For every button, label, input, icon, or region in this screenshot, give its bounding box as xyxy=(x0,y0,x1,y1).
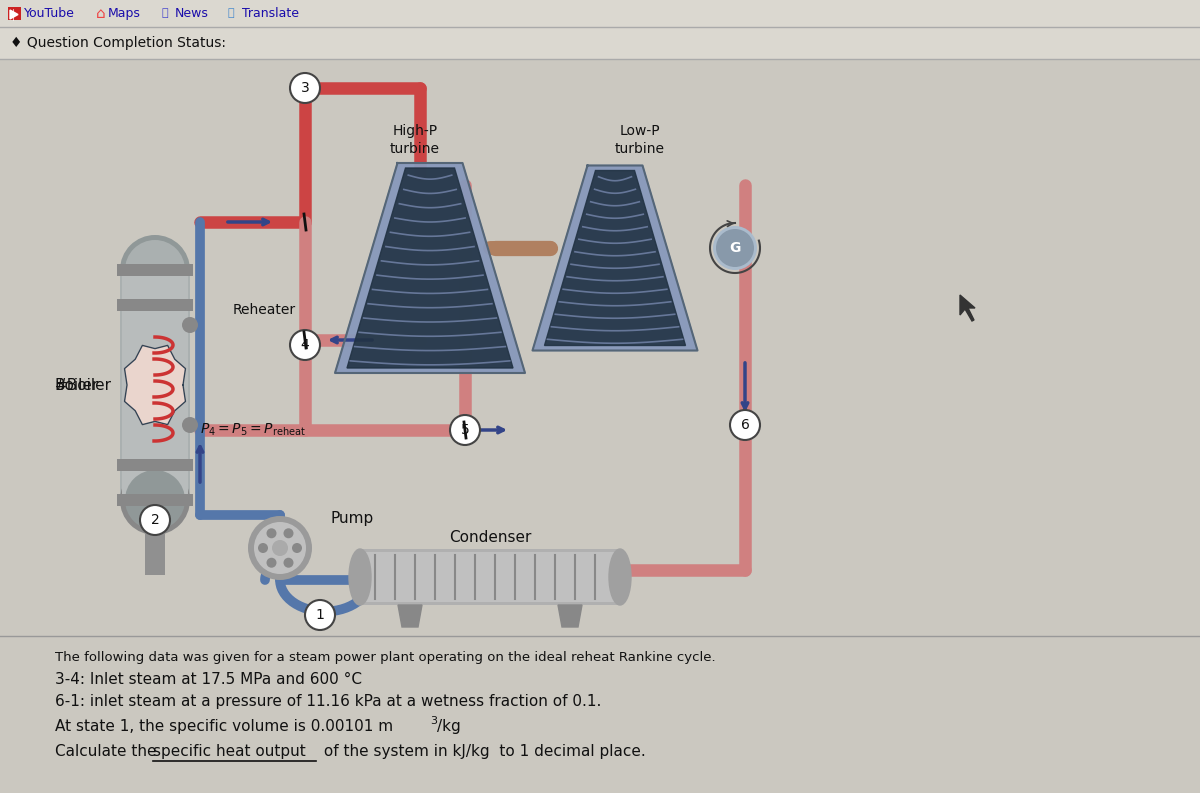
Text: 2: 2 xyxy=(151,513,160,527)
Circle shape xyxy=(730,410,760,440)
Bar xyxy=(118,459,193,471)
Polygon shape xyxy=(125,346,186,424)
Bar xyxy=(122,275,188,495)
Bar xyxy=(0,636,1200,793)
Circle shape xyxy=(120,465,190,535)
Text: Boiler: Boiler xyxy=(55,377,100,393)
Circle shape xyxy=(283,557,294,568)
Circle shape xyxy=(125,240,185,300)
Circle shape xyxy=(120,235,190,305)
Text: Translate: Translate xyxy=(242,7,299,20)
Circle shape xyxy=(266,528,276,538)
Text: ⌂: ⌂ xyxy=(96,6,106,21)
Circle shape xyxy=(450,415,480,445)
Text: of the system in kJ/kg  to 1 decimal place.: of the system in kJ/kg to 1 decimal plac… xyxy=(319,744,646,759)
Bar xyxy=(145,525,166,575)
Circle shape xyxy=(292,543,302,553)
Text: $P_4 = P_5 = P_{\mathrm{reheat}}$: $P_4 = P_5 = P_{\mathrm{reheat}}$ xyxy=(200,422,306,439)
Text: Pump: Pump xyxy=(330,511,373,526)
Circle shape xyxy=(272,540,288,556)
Text: 6-1: inlet steam at a pressure of 11.16 kPa at a wetness fraction of 0.1.: 6-1: inlet steam at a pressure of 11.16 … xyxy=(55,694,601,709)
Ellipse shape xyxy=(610,549,631,605)
Text: 6: 6 xyxy=(740,418,750,432)
Circle shape xyxy=(716,229,754,267)
Polygon shape xyxy=(558,605,582,627)
Text: At state 1, the specific volume is 0.00101 m: At state 1, the specific volume is 0.001… xyxy=(55,719,394,734)
Circle shape xyxy=(125,470,185,530)
Bar xyxy=(118,264,193,276)
Text: YouTube: YouTube xyxy=(24,7,74,20)
Circle shape xyxy=(248,516,312,580)
Text: G: G xyxy=(730,241,740,255)
Text: 📋: 📋 xyxy=(228,9,235,18)
Text: #Boiler: #Boiler xyxy=(55,377,112,393)
Bar xyxy=(0,0,1200,27)
Circle shape xyxy=(140,505,170,535)
Bar xyxy=(0,59,1200,634)
Ellipse shape xyxy=(349,549,371,605)
Text: Condenser: Condenser xyxy=(449,530,532,545)
Text: /kg: /kg xyxy=(437,719,461,734)
Polygon shape xyxy=(347,168,514,368)
Text: ♦ Question Completion Status:: ♦ Question Completion Status: xyxy=(10,36,226,50)
Bar xyxy=(120,270,190,500)
Text: High-P
turbine: High-P turbine xyxy=(390,124,440,156)
Text: specific heat output: specific heat output xyxy=(154,744,306,759)
Text: The following data was given for a steam power plant operating on the ideal rehe: The following data was given for a steam… xyxy=(55,651,715,664)
Circle shape xyxy=(266,557,276,568)
Circle shape xyxy=(283,528,294,538)
Bar xyxy=(8,7,22,20)
Text: Reheater: Reheater xyxy=(233,303,296,317)
Bar xyxy=(0,27,1200,59)
Text: 3-4: Inlet steam at 17.5 MPa and 600 °C: 3-4: Inlet steam at 17.5 MPa and 600 °C xyxy=(55,672,362,687)
Circle shape xyxy=(305,600,335,630)
Polygon shape xyxy=(10,10,18,19)
Polygon shape xyxy=(545,170,685,346)
Polygon shape xyxy=(398,605,422,627)
Bar xyxy=(362,552,618,602)
Circle shape xyxy=(290,330,320,360)
Polygon shape xyxy=(960,295,974,321)
Text: 3: 3 xyxy=(430,716,437,726)
Circle shape xyxy=(182,417,198,433)
Polygon shape xyxy=(533,166,697,351)
Circle shape xyxy=(713,226,757,270)
Text: Calculate the: Calculate the xyxy=(55,744,161,759)
Bar xyxy=(118,299,193,311)
Text: 4: 4 xyxy=(301,338,310,352)
Text: 5: 5 xyxy=(461,423,469,437)
Bar xyxy=(360,549,620,605)
Bar xyxy=(118,494,193,506)
Text: 📰: 📰 xyxy=(162,9,169,18)
Text: 3: 3 xyxy=(301,81,310,95)
Text: 1: 1 xyxy=(316,608,324,622)
Text: Low-P
turbine: Low-P turbine xyxy=(616,124,665,156)
Text: Maps: Maps xyxy=(108,7,140,20)
Circle shape xyxy=(254,522,306,574)
Circle shape xyxy=(182,317,198,333)
Circle shape xyxy=(258,543,268,553)
Circle shape xyxy=(290,73,320,103)
Polygon shape xyxy=(335,163,526,373)
Text: News: News xyxy=(175,7,209,20)
